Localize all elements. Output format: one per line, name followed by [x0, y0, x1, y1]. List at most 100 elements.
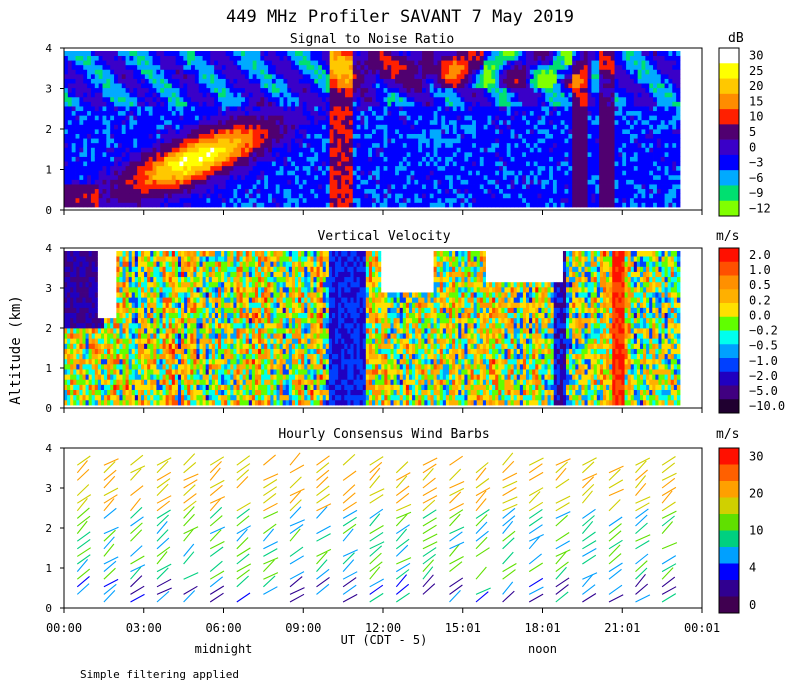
snr-cell — [237, 96, 242, 102]
snr-cell — [437, 64, 442, 70]
snr-cell — [587, 184, 592, 190]
snr-cell — [603, 179, 608, 185]
snr-cell — [464, 202, 469, 208]
snr-cell — [148, 64, 153, 70]
snr-cell — [502, 106, 508, 112]
snr-cell — [325, 73, 331, 79]
snr-cell — [395, 188, 400, 194]
snr-cell — [233, 161, 238, 167]
snr-cell — [106, 151, 111, 157]
snr-cell — [422, 101, 427, 107]
snr-cell — [360, 73, 365, 79]
snr-cell — [502, 133, 508, 139]
snr-cell — [529, 78, 535, 84]
snr-cell — [360, 87, 365, 93]
snr-cell — [210, 119, 215, 125]
snr-cell — [114, 55, 119, 61]
snr-cell — [75, 78, 80, 84]
snr-cell — [79, 161, 84, 167]
snr-cell — [179, 156, 184, 162]
snr-cell — [164, 60, 169, 66]
snr-cell — [449, 161, 454, 167]
snr-cell — [210, 73, 215, 79]
snr-cell — [583, 129, 588, 134]
snr-cell — [295, 51, 300, 56]
snr-cell — [372, 60, 377, 66]
snr-cell — [564, 161, 569, 167]
snr-cell — [191, 151, 196, 157]
snr-cell — [433, 60, 438, 66]
snr-cell — [449, 60, 454, 66]
snr-cell — [337, 55, 342, 61]
snr-cell — [98, 170, 103, 176]
snr-cell — [210, 101, 215, 107]
snr-cell — [210, 151, 215, 157]
snr-cell — [560, 115, 565, 121]
snr-cell — [271, 197, 277, 203]
snr-cell — [487, 156, 492, 162]
snr-cell — [287, 197, 292, 203]
snr-cell — [468, 188, 473, 194]
snr-cell — [422, 92, 427, 98]
snr-cell — [218, 202, 223, 208]
snr-cell — [87, 170, 92, 176]
snr-cell — [626, 96, 631, 102]
snr-cell — [368, 60, 373, 66]
snr-cell — [341, 147, 346, 153]
snr-cell — [248, 78, 254, 84]
snr-cell — [287, 73, 292, 79]
snr-cell — [256, 161, 261, 167]
snr-cell — [171, 78, 177, 84]
snr-cell — [541, 83, 546, 89]
snr-cell — [599, 101, 604, 107]
snr-cell — [298, 78, 304, 84]
snr-cell — [356, 69, 361, 75]
snr-cell — [460, 170, 465, 176]
snr-cell — [348, 106, 354, 112]
snr-cell — [360, 110, 365, 116]
snr-cell — [133, 133, 138, 139]
snr-cell — [229, 147, 234, 153]
snr-cell — [83, 124, 88, 130]
snr-cell — [310, 165, 315, 171]
snr-cell — [295, 69, 300, 75]
snr-cell — [202, 179, 207, 185]
snr-cell — [117, 184, 123, 190]
snr-cell — [452, 156, 458, 162]
snr-cell — [325, 184, 331, 190]
snr-cell — [460, 78, 465, 84]
snr-cell — [472, 69, 477, 75]
snr-cell — [225, 156, 230, 162]
snr-cell — [491, 124, 496, 130]
snr-cell — [406, 51, 411, 56]
snr-cell — [583, 193, 588, 199]
snr-cell — [198, 73, 203, 79]
snr-cell — [306, 129, 311, 134]
snr-cell — [445, 96, 450, 102]
snr-cell — [537, 110, 542, 116]
snr-cell — [264, 165, 269, 171]
snr-cell — [133, 124, 138, 130]
snr-cell — [483, 110, 488, 116]
snr-cell — [271, 73, 277, 79]
snr-cell — [67, 179, 73, 185]
snr-cell — [591, 69, 596, 75]
snr-cell — [614, 69, 619, 75]
snr-cell — [564, 133, 569, 139]
snr-cell — [341, 170, 346, 176]
snr-cell — [345, 151, 350, 157]
snr-cell — [264, 96, 269, 102]
snr-cell — [437, 170, 442, 176]
snr-cell — [425, 101, 431, 107]
snr-cell — [129, 87, 134, 93]
snr-cell — [329, 96, 334, 102]
snr-cell — [533, 193, 538, 199]
snr-cell — [275, 147, 280, 153]
snr-cell — [148, 119, 153, 125]
snr-cell — [491, 179, 496, 185]
snr-cell — [552, 133, 558, 139]
snr-cell — [487, 78, 492, 84]
snr-cell — [148, 156, 153, 162]
snr-cell — [518, 170, 523, 176]
snr-cell — [483, 115, 488, 121]
